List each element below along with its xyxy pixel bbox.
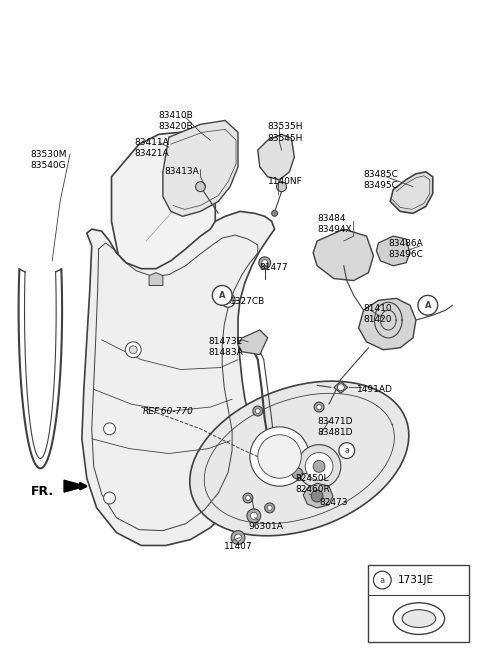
Text: 83484
83494X: 83484 83494X [317, 214, 352, 235]
Text: 1140NF: 1140NF [268, 177, 302, 186]
Text: A: A [424, 301, 431, 309]
Circle shape [250, 427, 309, 486]
Text: 83535H
83545H: 83535H 83545H [268, 122, 303, 143]
Circle shape [276, 182, 287, 192]
Text: a: a [344, 446, 349, 455]
Text: A: A [219, 291, 226, 300]
Circle shape [225, 298, 231, 304]
Polygon shape [390, 172, 433, 214]
Circle shape [259, 257, 271, 269]
Text: 81410
81420: 81410 81420 [363, 304, 392, 325]
Polygon shape [258, 134, 294, 180]
Text: 83410B
83420B: 83410B 83420B [158, 110, 193, 131]
Text: 83413A: 83413A [164, 167, 199, 176]
Circle shape [311, 490, 323, 502]
Circle shape [221, 294, 235, 307]
Text: 1327CB: 1327CB [230, 298, 265, 306]
Circle shape [129, 346, 137, 353]
Text: 83486A
83496C: 83486A 83496C [388, 239, 423, 259]
Text: 83411A
83421A: 83411A 83421A [134, 138, 169, 158]
Text: FR.: FR. [30, 485, 54, 498]
Circle shape [373, 571, 391, 589]
Text: 81473E
81483A: 81473E 81483A [208, 337, 243, 357]
Text: 82450L
82460R: 82450L 82460R [295, 474, 330, 495]
Text: 82473: 82473 [319, 498, 348, 507]
Circle shape [212, 286, 232, 306]
Ellipse shape [393, 602, 444, 635]
Circle shape [297, 445, 341, 488]
Circle shape [264, 503, 275, 513]
Circle shape [313, 461, 325, 472]
Circle shape [267, 505, 272, 510]
Polygon shape [376, 236, 410, 265]
Polygon shape [163, 120, 238, 216]
Circle shape [337, 384, 344, 391]
Circle shape [262, 260, 268, 265]
Circle shape [292, 468, 303, 479]
Polygon shape [111, 130, 216, 296]
Text: 1731JE: 1731JE [398, 575, 434, 585]
Text: 83485C
83495C: 83485C 83495C [363, 170, 398, 190]
Text: 96301A: 96301A [248, 522, 283, 531]
Polygon shape [82, 212, 275, 545]
Polygon shape [64, 480, 86, 492]
Polygon shape [303, 483, 333, 508]
Circle shape [418, 296, 438, 315]
Text: 1491AD: 1491AD [357, 386, 393, 394]
Circle shape [314, 402, 324, 412]
Bar [369, 565, 469, 643]
Polygon shape [190, 381, 409, 536]
Polygon shape [238, 330, 268, 355]
Text: 83530M
83540G: 83530M 83540G [30, 150, 67, 170]
Circle shape [253, 406, 263, 416]
Circle shape [305, 453, 333, 480]
Circle shape [251, 512, 257, 519]
Circle shape [247, 509, 261, 523]
Ellipse shape [402, 610, 436, 627]
Circle shape [104, 423, 116, 435]
Text: 11407: 11407 [224, 543, 253, 551]
Circle shape [255, 409, 260, 413]
Circle shape [104, 492, 116, 504]
Text: a: a [380, 576, 385, 585]
Polygon shape [149, 273, 163, 286]
Circle shape [195, 182, 205, 192]
Circle shape [231, 531, 245, 545]
Circle shape [125, 342, 141, 357]
Circle shape [243, 493, 253, 503]
Polygon shape [313, 229, 373, 281]
Text: 83471D
83481D: 83471D 83481D [317, 417, 353, 437]
Text: REF.60-770: REF.60-770 [143, 407, 194, 416]
Circle shape [339, 443, 355, 459]
Circle shape [245, 495, 251, 501]
Text: 81477: 81477 [260, 263, 288, 272]
Circle shape [258, 435, 301, 478]
Polygon shape [359, 298, 416, 350]
Circle shape [272, 210, 277, 216]
Circle shape [235, 534, 241, 541]
Polygon shape [334, 381, 348, 394]
Circle shape [317, 405, 322, 409]
